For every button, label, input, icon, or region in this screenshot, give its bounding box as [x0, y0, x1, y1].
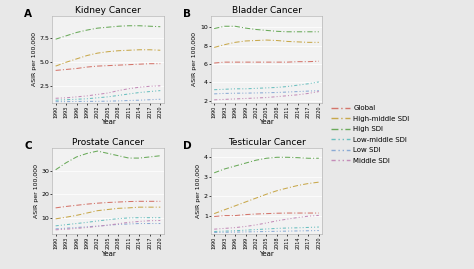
Text: A: A: [24, 9, 32, 19]
Y-axis label: ASIR per 100,000: ASIR per 100,000: [32, 32, 36, 86]
Title: Kidney Cancer: Kidney Cancer: [75, 6, 141, 15]
X-axis label: Year: Year: [259, 251, 274, 257]
Title: Bladder Cancer: Bladder Cancer: [232, 6, 301, 15]
Y-axis label: ASIR per 100,000: ASIR per 100,000: [192, 32, 197, 86]
Text: C: C: [24, 141, 32, 151]
Text: B: B: [183, 9, 191, 19]
Y-axis label: ASIR per 100,000: ASIR per 100,000: [196, 164, 201, 218]
Y-axis label: ASIR per 100,000: ASIR per 100,000: [34, 164, 39, 218]
Title: Prostate Cancer: Prostate Cancer: [72, 138, 144, 147]
Title: Testicular Cancer: Testicular Cancer: [228, 138, 305, 147]
Text: D: D: [183, 141, 191, 151]
Legend: Global, High-middle SDI, High SDI, Low-middle SDI, Low SDI, Middle SDI: Global, High-middle SDI, High SDI, Low-m…: [330, 105, 410, 164]
X-axis label: Year: Year: [100, 251, 115, 257]
X-axis label: Year: Year: [259, 119, 274, 125]
X-axis label: Year: Year: [100, 119, 115, 125]
